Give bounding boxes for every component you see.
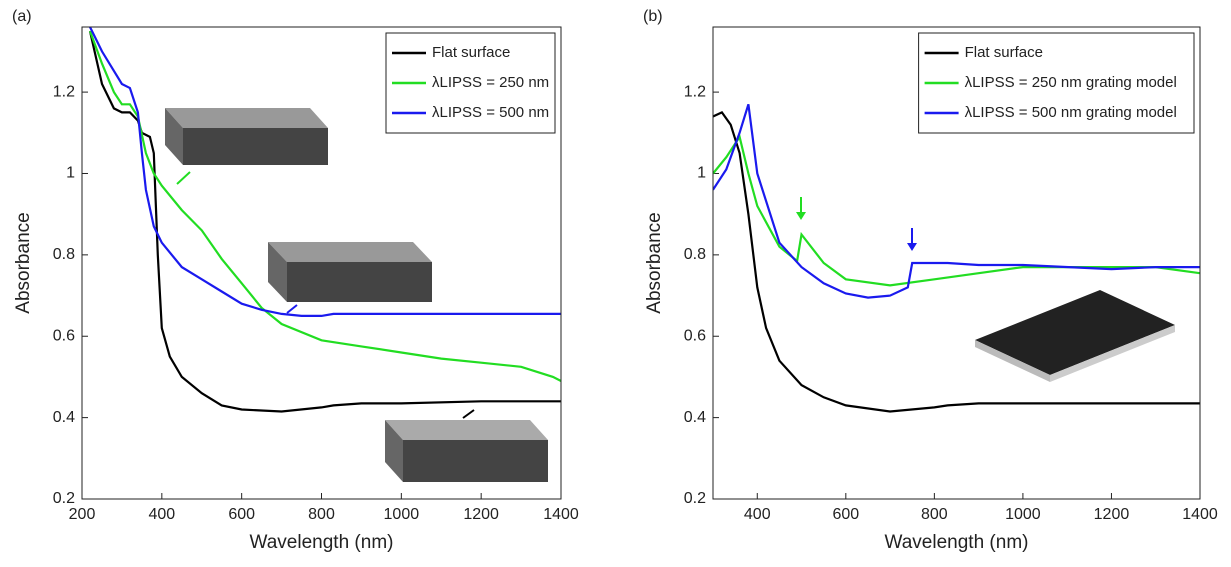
y-tick-label: 0.8 bbox=[684, 246, 706, 263]
arrow bbox=[176, 171, 191, 185]
y-axis-label: Absorbance bbox=[13, 212, 34, 313]
x-axis-label: Wavelength (nm) bbox=[885, 532, 1029, 553]
x-axis-label: Wavelength (nm) bbox=[250, 532, 394, 553]
series-line bbox=[88, 30, 561, 382]
panel-label: (b) bbox=[643, 8, 663, 25]
inset-side bbox=[268, 242, 287, 302]
series-line bbox=[88, 30, 561, 413]
x-tick-label: 200 bbox=[69, 506, 96, 523]
y-tick-label: 1.2 bbox=[684, 83, 706, 100]
x-tick-label: 400 bbox=[744, 506, 771, 523]
x-tick-label: 400 bbox=[148, 506, 175, 523]
y-tick-label: 1 bbox=[697, 165, 706, 182]
inset-base bbox=[1050, 325, 1175, 382]
x-tick-label: 1400 bbox=[1182, 506, 1218, 523]
inset-side bbox=[287, 262, 432, 302]
inset-surface bbox=[268, 242, 432, 262]
series-line bbox=[713, 111, 1200, 413]
x-tick-label: 1200 bbox=[1094, 506, 1130, 523]
plot-frame bbox=[712, 26, 1201, 500]
arrow bbox=[286, 304, 298, 314]
legend-label: λLIPSS = 250 nm grating model bbox=[965, 74, 1177, 91]
inset-side bbox=[165, 108, 183, 165]
legend-label: λLIPSS = 250 nm bbox=[432, 74, 549, 91]
x-tick-label: 1000 bbox=[1005, 506, 1041, 523]
x-tick-label: 1000 bbox=[384, 506, 420, 523]
legend-label: λLIPSS = 500 nm grating model bbox=[965, 104, 1177, 121]
y-tick-label: 1 bbox=[66, 165, 75, 182]
y-tick-label: 0.4 bbox=[53, 409, 75, 426]
x-tick-label: 1200 bbox=[463, 506, 499, 523]
series-line bbox=[713, 103, 1200, 299]
inset-side bbox=[385, 420, 403, 482]
inset-grating bbox=[975, 290, 1175, 375]
legend-label: λLIPSS = 500 nm bbox=[432, 104, 549, 121]
y-tick-label: 0.6 bbox=[684, 327, 706, 344]
inset-side bbox=[183, 128, 328, 165]
arrow-head bbox=[796, 212, 806, 220]
inset-surface bbox=[165, 108, 328, 128]
panel-label: (a) bbox=[12, 8, 32, 25]
arrow bbox=[462, 409, 475, 419]
x-tick-label: 800 bbox=[921, 506, 948, 523]
x-tick-label: 600 bbox=[228, 506, 255, 523]
inset-surface bbox=[385, 420, 548, 440]
x-tick-label: 800 bbox=[308, 506, 335, 523]
inset-side bbox=[403, 440, 548, 482]
x-tick-label: 600 bbox=[832, 506, 859, 523]
series-line bbox=[89, 27, 561, 317]
legend-label: Flat surface bbox=[432, 44, 510, 61]
y-tick-label: 0.2 bbox=[53, 490, 75, 507]
legend-label: Flat surface bbox=[965, 44, 1043, 61]
x-tick-label: 1400 bbox=[543, 506, 579, 523]
legend-box bbox=[918, 32, 1195, 134]
y-tick-label: 0.4 bbox=[684, 409, 706, 426]
insets bbox=[165, 108, 1175, 482]
y-axis-label: Absorbance bbox=[644, 212, 665, 313]
arrow-head bbox=[907, 243, 917, 251]
y-tick-label: 0.8 bbox=[53, 246, 75, 263]
y-tick-label: 0.6 bbox=[53, 327, 75, 344]
plot-frame bbox=[81, 26, 562, 500]
y-tick-label: 1.2 bbox=[53, 83, 75, 100]
inset-base bbox=[975, 340, 1050, 382]
y-tick-label: 0.2 bbox=[684, 490, 706, 507]
